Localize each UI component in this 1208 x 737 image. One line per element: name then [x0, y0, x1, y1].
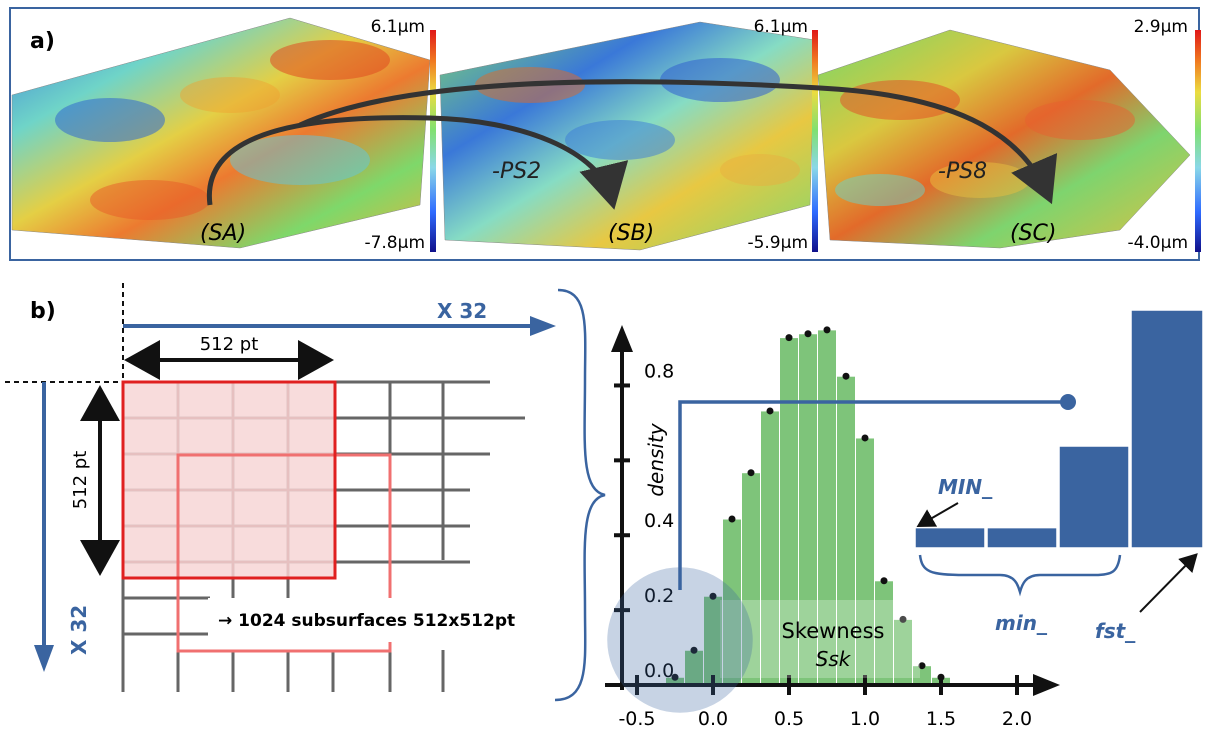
subsurface-fill — [123, 382, 335, 578]
arrow-label-ps2: -PS2 — [492, 159, 541, 184]
height-label: 512 pt — [70, 451, 91, 510]
histogram-point — [861, 434, 869, 442]
feature-pointer-line — [678, 400, 1068, 590]
histogram-point — [804, 330, 812, 338]
arrow-sa-to-sb — [206, 115, 629, 210]
brace — [554, 288, 606, 702]
min-brace — [918, 554, 1122, 597]
scale-max-sb: 6.1µm — [754, 17, 808, 37]
feature-bar — [1058, 445, 1130, 549]
histogram-point — [823, 326, 831, 334]
scale-max-sc: 2.9µm — [1134, 17, 1188, 37]
scale-min-sc: -4.0µm — [1127, 233, 1188, 253]
x-tick-label: 0.5 — [774, 708, 804, 730]
histogram-point — [747, 469, 755, 477]
histogram-point — [899, 615, 907, 623]
feature-bars — [914, 309, 1204, 549]
surface-sa: 6.1µm -7.8µm (SA) — [11, 17, 436, 253]
histogram-point — [766, 407, 774, 415]
histogram-point — [690, 646, 698, 654]
surface-label-sc: (SC) — [1010, 221, 1057, 246]
panel-a: a) 6.1µm -7.8µm (SA) 6.1µm -5.9µm (SB) — [9, 7, 1201, 261]
histogram-point — [728, 515, 736, 523]
histogram-point — [671, 673, 679, 681]
arrow-label-ps8: -PS8 — [938, 159, 987, 184]
surface-label-sa: (SA) — [200, 221, 246, 246]
subsurface-first — [121, 380, 337, 580]
feature-bar — [914, 526, 986, 549]
surface-sc: 2.9µm -4.0µm (SC) — [817, 17, 1201, 253]
grid-caption: → 1024 subsurfaces 512x512pt — [218, 611, 515, 631]
feature-bar — [986, 526, 1058, 549]
surface-sb: 6.1µm -5.9µm (SB) — [439, 17, 818, 253]
histogram-point — [880, 577, 888, 585]
repeat-y-label: X 32 — [67, 605, 91, 655]
histogram-point — [842, 372, 850, 380]
colorbar-sa — [430, 30, 436, 252]
panel-b-grid: b) X 32 X 32 — [5, 283, 606, 702]
histogram-point — [709, 592, 717, 600]
y-tick-label: 0.8 — [644, 360, 674, 382]
scale-min-sb: -5.9µm — [747, 233, 808, 253]
histogram-point — [918, 662, 926, 670]
skewness-label: Skewness — [782, 619, 885, 643]
x-tick-label: 1.5 — [926, 708, 956, 730]
y-tick-label: 0.4 — [644, 510, 674, 532]
y-tick-label: 0.2 — [644, 585, 674, 607]
feature-pointer-dot — [1060, 394, 1076, 410]
fst-label: fst_ — [1095, 619, 1136, 643]
ssk-label: Ssk — [816, 647, 852, 671]
x-tick-label: -0.5 — [618, 708, 655, 730]
x-tick-label: 0.0 — [698, 708, 728, 730]
subsurface-shifted — [176, 453, 392, 653]
y-axis-label: density — [644, 422, 668, 496]
min-upper-label: MIN_ — [938, 475, 993, 499]
surface-label-sb: (SB) — [608, 221, 654, 246]
colorbar-sc — [1195, 30, 1201, 252]
min-lower-label: min_ — [995, 611, 1048, 635]
y-tick-label: 0.0 — [644, 660, 674, 682]
panel-a-label: a) — [30, 29, 55, 54]
colorbar-sb — [812, 30, 818, 252]
scale-max-sa: 6.1µm — [371, 17, 425, 37]
x-tick-label: 1.0 — [850, 708, 880, 730]
histogram: -0.5 0.0 0.5 1.0 1.5 2.00.00.20.40.8 density … — [605, 309, 1204, 730]
width-label: 512 pt — [200, 334, 259, 355]
panel-b-label: b) — [30, 299, 56, 324]
arrow-sa-to-sc — [298, 79, 1058, 205]
repeat-x-label: X 32 — [437, 299, 487, 323]
feature-bar — [1130, 309, 1204, 549]
scale-min-sa: -7.8µm — [364, 233, 425, 253]
histogram-point — [785, 334, 793, 342]
x-tick-label: 2.0 — [1002, 708, 1032, 730]
